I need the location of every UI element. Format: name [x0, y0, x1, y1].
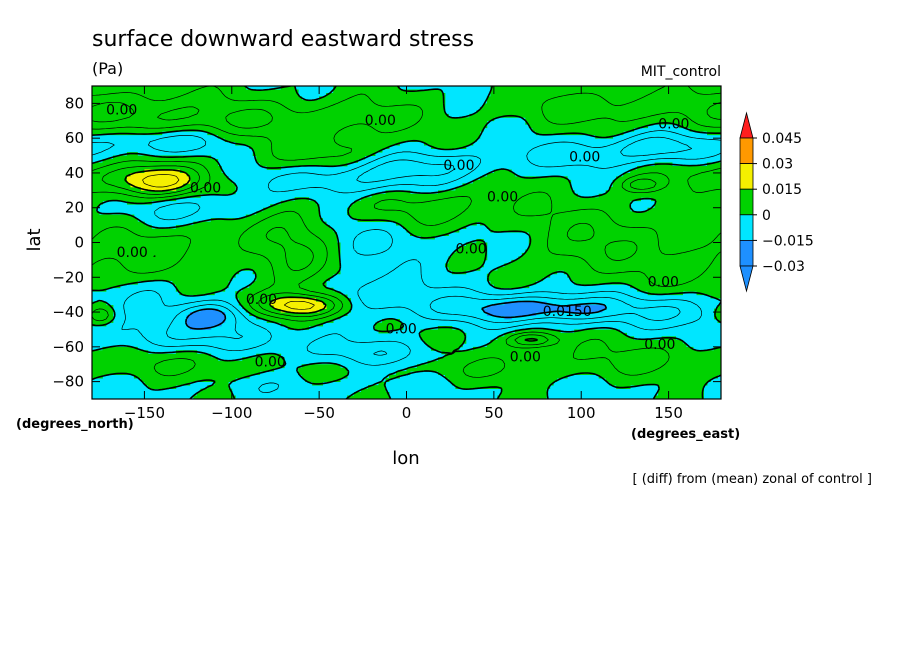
- y-tick-label-0: 80: [65, 94, 84, 112]
- y-tick-label-6: −40: [52, 303, 84, 321]
- colorbar-swatch-0: [739, 137, 754, 165]
- shaded-field: [92, 86, 721, 399]
- y-tick-label-8: −80: [52, 373, 84, 391]
- contour-label-13: 0.00: [644, 337, 675, 353]
- y-tick-label-7: −60: [52, 338, 84, 356]
- y-axis-label: lat: [24, 228, 45, 251]
- plot-area: 0.00 0.00 0.00 0.00 0.00 0.00 0.00 0.00 0.00 0.00…: [91, 85, 722, 400]
- contour-label-1: 0.00: [365, 113, 396, 129]
- x-tick-label-2: −50: [303, 404, 335, 422]
- y-tick-label-2: 40: [65, 164, 84, 182]
- contour-labels: 0.00 0.00 0.00 0.00 0.00 0.00 0.00 0.00 0.00 0.00…: [106, 102, 689, 370]
- model-label: MIT_control: [641, 64, 721, 80]
- colorbar-label-0: 0.045: [762, 131, 802, 147]
- contour-label-5: 0.00: [487, 189, 518, 205]
- colorbar-arrow-bottom: [739, 265, 754, 293]
- contour-line-8: [124, 169, 538, 342]
- contour-label-3: 0.00: [569, 149, 600, 165]
- contour-label-0: 0.00: [106, 102, 137, 118]
- contour-label-6: 0.00: [190, 181, 221, 197]
- x-tick-label-5: 100: [567, 404, 596, 422]
- y-units-label: (degrees_north): [16, 417, 134, 432]
- y-tick-label-1: 60: [65, 129, 84, 147]
- colorbar-arrow-top: [739, 111, 754, 139]
- contour-line-2: [185, 300, 608, 330]
- x-tick-label-4: 50: [484, 404, 503, 422]
- y-tick-label-5: −20: [52, 268, 84, 286]
- colorbar-swatch-3: [739, 214, 754, 241]
- contour-line-9: [142, 174, 315, 310]
- colorbar-label-4: −0.015: [762, 233, 814, 249]
- contour-label-11: 0.0150: [543, 304, 592, 320]
- colorbar: 0.045 0.03 0.015 0 −0.015 −0.03: [739, 111, 814, 293]
- colorbar-label-2: 0.015: [762, 182, 802, 198]
- contour-label-9: 0.00: [648, 274, 679, 290]
- x-axis: −150 −100 −50 0 50 100 150: [124, 86, 683, 422]
- contour-line-4: [92, 130, 721, 393]
- contour-label-8: 0.00: [456, 241, 487, 257]
- x-units-label: (degrees_east): [631, 427, 740, 442]
- contour-label-15: 0.00: [255, 354, 286, 370]
- y-axis: 80 60 40 20 0 −20 −40 −60 −80: [52, 94, 721, 391]
- chart-title: surface downward eastward stress: [92, 27, 474, 52]
- units-label: (Pa): [92, 59, 123, 78]
- x-tick-label-0: −150: [124, 404, 165, 422]
- note-label: [ (diff) from (mean) zonal of control ]: [633, 472, 872, 487]
- x-tick-label-6: 150: [654, 404, 683, 422]
- y-tick-label-3: 20: [65, 199, 84, 217]
- shaded-band-0: [186, 301, 607, 330]
- contour-lines: [92, 86, 721, 399]
- x-axis-label: lon: [392, 448, 419, 469]
- contour-label-4: 0.00: [443, 158, 474, 174]
- x-tick-label-3: 0: [402, 404, 412, 422]
- contour-line-6: [92, 86, 721, 378]
- colorbar-swatch-4: [739, 239, 754, 267]
- contour-label-14: 0.00: [510, 349, 541, 365]
- contour-label-2: 0.00: [658, 116, 689, 132]
- x-tick-label-1: −100: [211, 404, 252, 422]
- colorbar-swatch-1: [739, 163, 754, 190]
- contour-line-3: [166, 136, 692, 356]
- contour-label-12: 0.00: [386, 321, 417, 337]
- y-tick-label-4: 0: [74, 234, 84, 252]
- contour-line-7: [92, 101, 721, 346]
- colorbar-label-5: −0.03: [762, 259, 805, 275]
- contour-label-7: 0.00: [117, 245, 148, 261]
- colorbar-label-1: 0.03: [762, 157, 793, 173]
- colorbar-label-3: 0: [762, 208, 771, 224]
- shaded-band-2: [92, 86, 721, 399]
- contour-label-10: 0.00: [246, 292, 277, 308]
- colorbar-swatch-2: [739, 188, 754, 216]
- contour-line-5: [92, 86, 721, 399]
